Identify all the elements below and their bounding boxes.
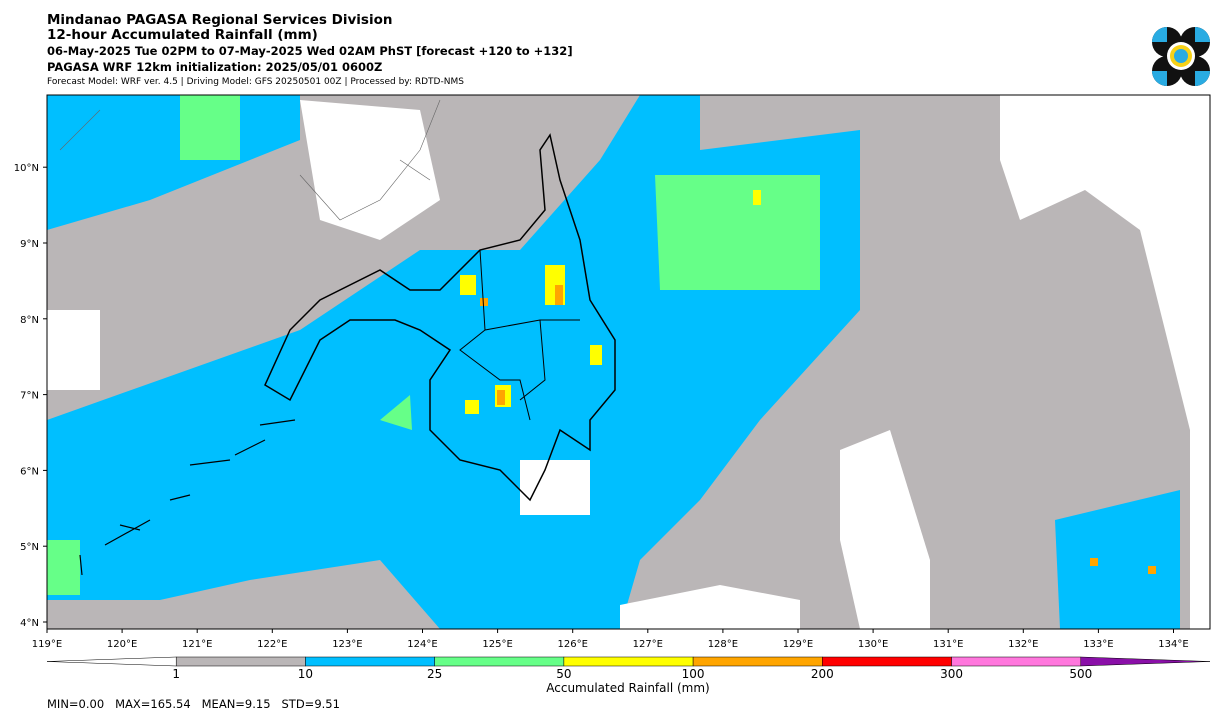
axes: 4°N 5°N 6°N 7°N 8°N 9°N 10°N 119°E 120°E 121°E 122… (14, 163, 1189, 650)
lon-label: 130°E (858, 639, 888, 650)
colorbar-segment (692, 656, 823, 667)
colorbar-segment (305, 656, 435, 667)
title: Mindanao PAGASA Regional Services Divisi… (47, 12, 392, 28)
colorbar-tick-label: 10 (298, 667, 313, 681)
lon-label: 129°E (783, 639, 813, 650)
colorbar-tick-label: 50 (556, 667, 571, 681)
lat-label: 6°N (20, 466, 39, 477)
lat-label: 5°N (20, 542, 39, 553)
init: PAGASA WRF 12km initialization: 2025/05/… (47, 60, 382, 74)
lon-label: 127°E (633, 639, 663, 650)
colorbar-segment (434, 656, 565, 667)
lat-label: 10°N (14, 163, 39, 174)
rainfall-map (46, 94, 1211, 630)
lon-label: 133°E (1083, 639, 1113, 650)
colorbar-tick-label: 300 (940, 667, 963, 681)
colorbar-segment (822, 656, 952, 667)
lon-label: 120°E (107, 639, 137, 650)
lon-label: 121°E (182, 639, 212, 650)
lon-label: 128°E (708, 639, 738, 650)
lat-label: 7°N (20, 391, 39, 402)
lon-label: 131°E (933, 639, 963, 650)
colorbar-tick-label: 25 (427, 667, 442, 681)
lon-label: 124°E (407, 639, 437, 650)
colorbar: 1 10 25 50 100 200 300 500 (46, 656, 1211, 681)
lat-label: 9°N (20, 239, 39, 250)
colorbar-tick-label: 100 (682, 667, 705, 681)
colorbar-segment (175, 656, 306, 667)
colorbar-tick-label: 500 (1069, 667, 1092, 681)
colorbar-segment (563, 656, 694, 667)
stats: MIN=0.00 MAX=165.54 MEAN=9.15 STD=9.51 (47, 697, 340, 711)
logo (1152, 27, 1210, 86)
colorbar-segment (951, 656, 1082, 667)
lon-label: 125°E (482, 639, 512, 650)
lon-label: 119°E (32, 639, 62, 650)
lon-label: 132°E (1008, 639, 1038, 650)
colorbar-tick-label: 1 (172, 667, 180, 681)
colorbar-extension (46, 656, 177, 667)
colorbar-extension (1080, 656, 1211, 667)
lon-label: 123°E (332, 639, 362, 650)
colorbar-tick-label: 200 (811, 667, 834, 681)
period: 06-May-2025 Tue 02PM to 07-May-2025 Wed … (47, 44, 573, 58)
colorbar-label: Accumulated Rainfall (mm) (546, 681, 709, 695)
lon-label: 134°E (1158, 639, 1188, 650)
lat-label: 4°N (20, 618, 39, 629)
credits: Forecast Model: WRF ver. 4.5 | Driving M… (47, 77, 464, 87)
lat-label: 8°N (20, 315, 39, 326)
lon-label: 122°E (257, 639, 287, 650)
subtitle: 12-hour Accumulated Rainfall (mm) (47, 27, 318, 43)
lon-label: 126°E (557, 639, 587, 650)
